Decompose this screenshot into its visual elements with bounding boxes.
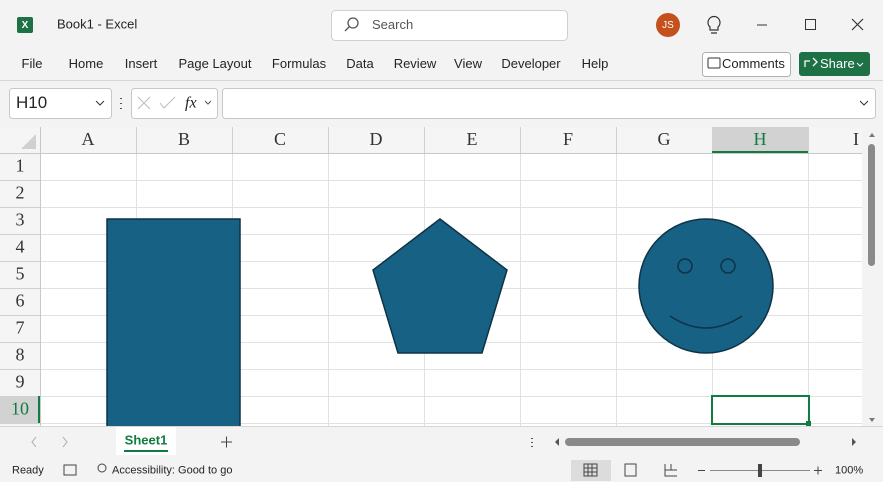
macro-icon[interactable]: [63, 464, 77, 476]
zoom-in[interactable]: [814, 466, 822, 475]
row-header[interactable]: 2: [16, 183, 25, 203]
avatar[interactable]: [656, 13, 680, 37]
row-header[interactable]: 6: [16, 291, 25, 311]
selected-row-header: [0, 396, 40, 424]
zoom-level[interactable]: 100%: [835, 464, 863, 476]
column-header[interactable]: G: [658, 129, 671, 149]
selected-column-header: [712, 127, 809, 153]
search-placeholder[interactable]: Search: [372, 17, 413, 32]
lightbulb-icon[interactable]: [707, 16, 721, 34]
ribbon-tab[interactable]: File: [22, 56, 43, 71]
page-break-view[interactable]: [664, 464, 677, 477]
maximize-button[interactable]: [805, 19, 816, 30]
row-header[interactable]: 10: [11, 399, 29, 419]
formula-expand[interactable]: [859, 100, 869, 106]
row-header[interactable]: 9: [16, 372, 25, 392]
comments-icon: [707, 57, 721, 69]
ribbon-tab[interactable]: Developer: [501, 56, 561, 71]
excel-icon-letter: X: [22, 20, 29, 31]
status-mode: Ready: [12, 464, 44, 476]
selected-cell[interactable]: [711, 395, 810, 425]
sheet-tab-label[interactable]: Sheet1: [125, 432, 168, 447]
avatar-initials[interactable]: JS: [662, 20, 674, 31]
column-header[interactable]: E: [467, 129, 478, 149]
column-header[interactable]: I: [853, 129, 859, 149]
accessibility-status[interactable]: Accessibility: Good to go: [112, 464, 232, 476]
ribbon-tab[interactable]: View: [454, 56, 483, 71]
cancel-button[interactable]: [137, 96, 151, 110]
scroll-left[interactable]: [555, 438, 559, 446]
row-header[interactable]: 8: [16, 345, 25, 365]
row-header-bar: [0, 127, 40, 426]
name-box-value[interactable]: H10: [16, 93, 47, 112]
comments-button[interactable]: [702, 52, 791, 77]
smiley-left-eye: [677, 258, 693, 274]
column-header[interactable]: D: [370, 129, 383, 149]
vertical-scrollbar: [862, 127, 883, 426]
ribbon-tab[interactable]: Review: [394, 56, 437, 71]
column-header[interactable]: B: [178, 129, 190, 149]
ribbon-tab[interactable]: Home: [69, 56, 104, 71]
scroll-up[interactable]: [869, 133, 875, 137]
normal-view-icon[interactable]: [583, 463, 598, 477]
select-all[interactable]: [21, 134, 36, 149]
page-layout-view[interactable]: [624, 463, 637, 477]
column-header[interactable]: H: [754, 129, 767, 149]
smiley-mouth: [669, 315, 743, 329]
ribbon-tab[interactable]: Formulas: [272, 56, 327, 71]
row-header[interactable]: 4: [16, 237, 25, 257]
name-box[interactable]: [9, 88, 112, 119]
rectangle-shape[interactable]: [106, 218, 241, 439]
sheet-prev[interactable]: [31, 436, 37, 448]
row-header[interactable]: 3: [16, 210, 25, 230]
ribbon-tab[interactable]: Help: [582, 56, 609, 71]
fx-button[interactable]: fx: [185, 95, 197, 112]
smiley-right-eye: [720, 258, 736, 274]
scroll-right[interactable]: [852, 438, 856, 446]
comments-label[interactable]: Comments: [722, 56, 785, 71]
normal-view-grid: [584, 464, 597, 476]
search-box[interactable]: [331, 10, 568, 41]
formula-input[interactable]: [222, 88, 876, 119]
ribbon-tab[interactable]: Insert: [125, 56, 158, 71]
column-header[interactable]: A: [82, 129, 95, 149]
scroll-down[interactable]: [869, 418, 875, 422]
fx-dropdown[interactable]: [204, 100, 212, 105]
add-sheet[interactable]: [221, 436, 232, 448]
close-button[interactable]: [851, 18, 864, 31]
ribbon-tab[interactable]: Page Layout: [178, 56, 251, 71]
accessibility-icon[interactable]: [97, 463, 107, 473]
search-icon-handle: [344, 26, 350, 32]
ribbon-tab[interactable]: Data: [346, 56, 374, 71]
pentagon-shape[interactable]: [372, 218, 508, 354]
row-header[interactable]: 7: [16, 318, 25, 338]
search-icon: [347, 17, 359, 29]
share-icon: [804, 57, 818, 67]
app-title: Book1 - Excel: [57, 16, 137, 31]
name-box-dropdown[interactable]: [95, 100, 105, 106]
smiley-face-shape[interactable]: [638, 218, 774, 354]
formula-buttons: [131, 88, 218, 119]
sheet-next[interactable]: [62, 436, 68, 448]
share-dropdown[interactable]: [856, 62, 864, 67]
column-header[interactable]: C: [274, 129, 286, 149]
fill-handle[interactable]: [806, 421, 811, 426]
share-button[interactable]: [799, 52, 870, 76]
column-header[interactable]: F: [563, 129, 573, 149]
excel-icon: [17, 17, 33, 33]
row-header[interactable]: 5: [16, 264, 25, 284]
row-header[interactable]: 1: [16, 156, 25, 176]
share-label[interactable]: Share: [820, 56, 855, 71]
vertical-scroll-thumb[interactable]: [868, 144, 875, 266]
enter-button[interactable]: [159, 96, 176, 109]
normal-view-active[interactable]: [571, 460, 611, 481]
horizontal-scroll-thumb[interactable]: [565, 438, 800, 446]
zoom-thumb[interactable]: [758, 464, 762, 477]
